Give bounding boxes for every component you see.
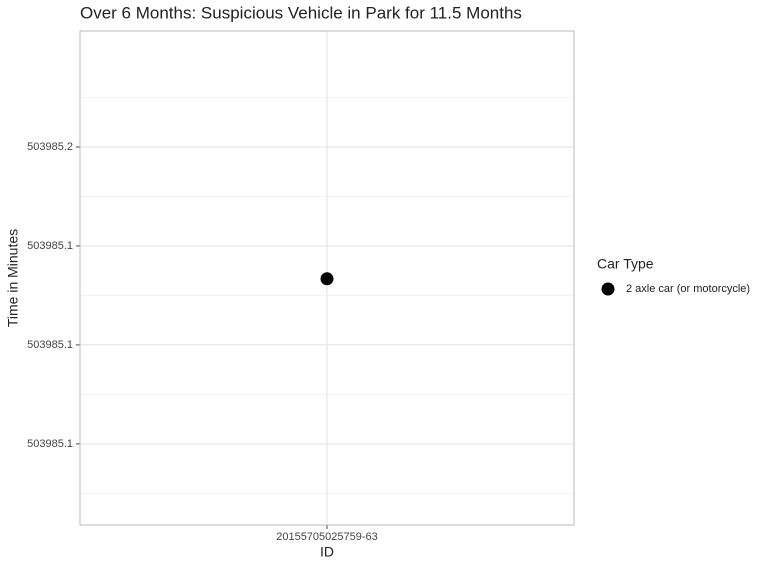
y-tick-label: 503985.1 bbox=[27, 339, 73, 351]
y-tick-label: 503985.1 bbox=[27, 438, 73, 450]
legend-key bbox=[601, 282, 615, 296]
legend-title: Car Type bbox=[597, 256, 654, 272]
point bbox=[320, 272, 334, 286]
x-axis-label: ID bbox=[320, 544, 334, 560]
y-tick-label: 503985.1 bbox=[27, 240, 73, 252]
x-tick-label: 20155705025759-63 bbox=[276, 531, 378, 543]
chart-title: Over 6 Months: Suspicious Vehicle in Par… bbox=[80, 3, 522, 22]
legend-label: 2 axle car (or motorcycle) bbox=[626, 283, 750, 295]
y-tick-label: 503985.2 bbox=[27, 141, 73, 153]
panel-border bbox=[79, 30, 575, 526]
y-axis-label: Time in Minutes bbox=[5, 229, 21, 327]
